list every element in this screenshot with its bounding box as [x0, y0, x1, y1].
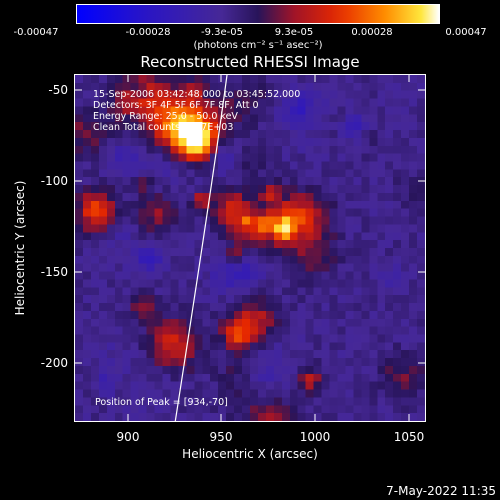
info-peak: Position of Peak = [934,-70]: [95, 397, 228, 408]
plot-title: Reconstructed RHESSI Image: [140, 53, 360, 71]
limb-overlay: [174, 75, 228, 421]
colorbar-tick: -0.00047: [13, 27, 59, 38]
image-plot: 15-Sep-2006 03:42:48.000 to 03:45:52.000…: [74, 74, 426, 422]
y-tick-label: -200: [40, 356, 68, 370]
info-energy: Energy Range: 25.0 - 50.0 keV: [93, 111, 238, 122]
heatmap-image: [75, 75, 425, 421]
colorbar-tick: 0.00047: [445, 27, 487, 38]
colorbar-units: (photons cm⁻² s⁻¹ asec⁻²): [193, 40, 323, 51]
date-stamp: 7-May-2022 11:35: [386, 484, 496, 498]
y-tick-label: -150: [40, 265, 68, 279]
y-tick-label: -50: [48, 83, 68, 97]
solar-limb-line: [174, 75, 228, 421]
colorbar-tick: 0.00028: [351, 27, 393, 38]
colorbar-tick: -9.3e-05: [201, 27, 243, 38]
colorbar: [76, 4, 440, 24]
y-tick-label: -100: [40, 174, 68, 188]
y-axis-label: Heliocentric Y (arcsec): [13, 180, 27, 316]
x-tick-label: 1050: [393, 430, 425, 444]
x-axis-label: Heliocentric X (arcsec): [182, 447, 318, 461]
colorbar-tick: 9.3e-05: [274, 27, 314, 38]
colorbar-tick: -0.00028: [125, 27, 171, 38]
info-counts: Clean Total counts: 8.67E+03: [93, 122, 234, 133]
x-tick-label: 900: [116, 430, 140, 444]
info-time-range: 15-Sep-2006 03:42:48.000 to 03:45:52.000: [93, 89, 301, 100]
x-tick-label: 1000: [299, 430, 331, 444]
x-tick-label: 950: [209, 430, 233, 444]
info-detectors: Detectors: 3F 4F 5F 6F 7F 8F, Att 0: [93, 100, 259, 111]
